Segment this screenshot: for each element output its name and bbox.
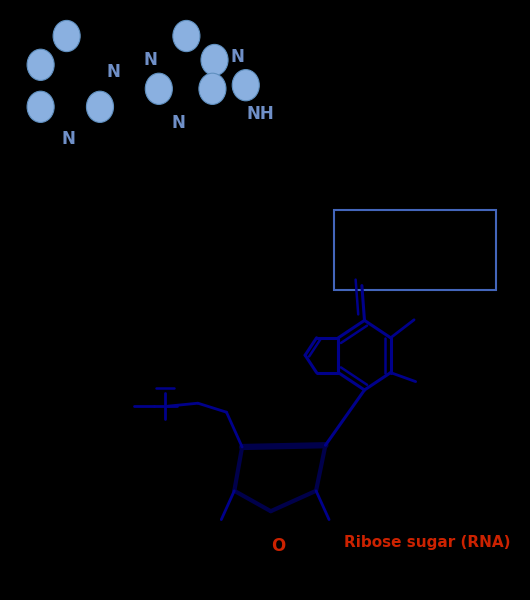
Text: Ribose sugar (RNA): Ribose sugar (RNA) <box>344 535 510 551</box>
Circle shape <box>199 73 226 104</box>
Circle shape <box>27 91 54 122</box>
Text: N: N <box>107 63 120 81</box>
Text: N: N <box>143 51 157 69</box>
Bar <box>334 210 496 290</box>
Circle shape <box>232 70 259 101</box>
Circle shape <box>86 91 113 122</box>
Text: N: N <box>62 130 76 148</box>
Circle shape <box>201 44 228 76</box>
Text: NH: NH <box>246 105 274 123</box>
Circle shape <box>27 49 54 80</box>
Circle shape <box>145 73 172 104</box>
Text: O: O <box>271 537 286 555</box>
Text: N: N <box>231 48 244 66</box>
Circle shape <box>53 20 80 52</box>
Circle shape <box>173 20 200 52</box>
Text: N: N <box>171 114 185 132</box>
